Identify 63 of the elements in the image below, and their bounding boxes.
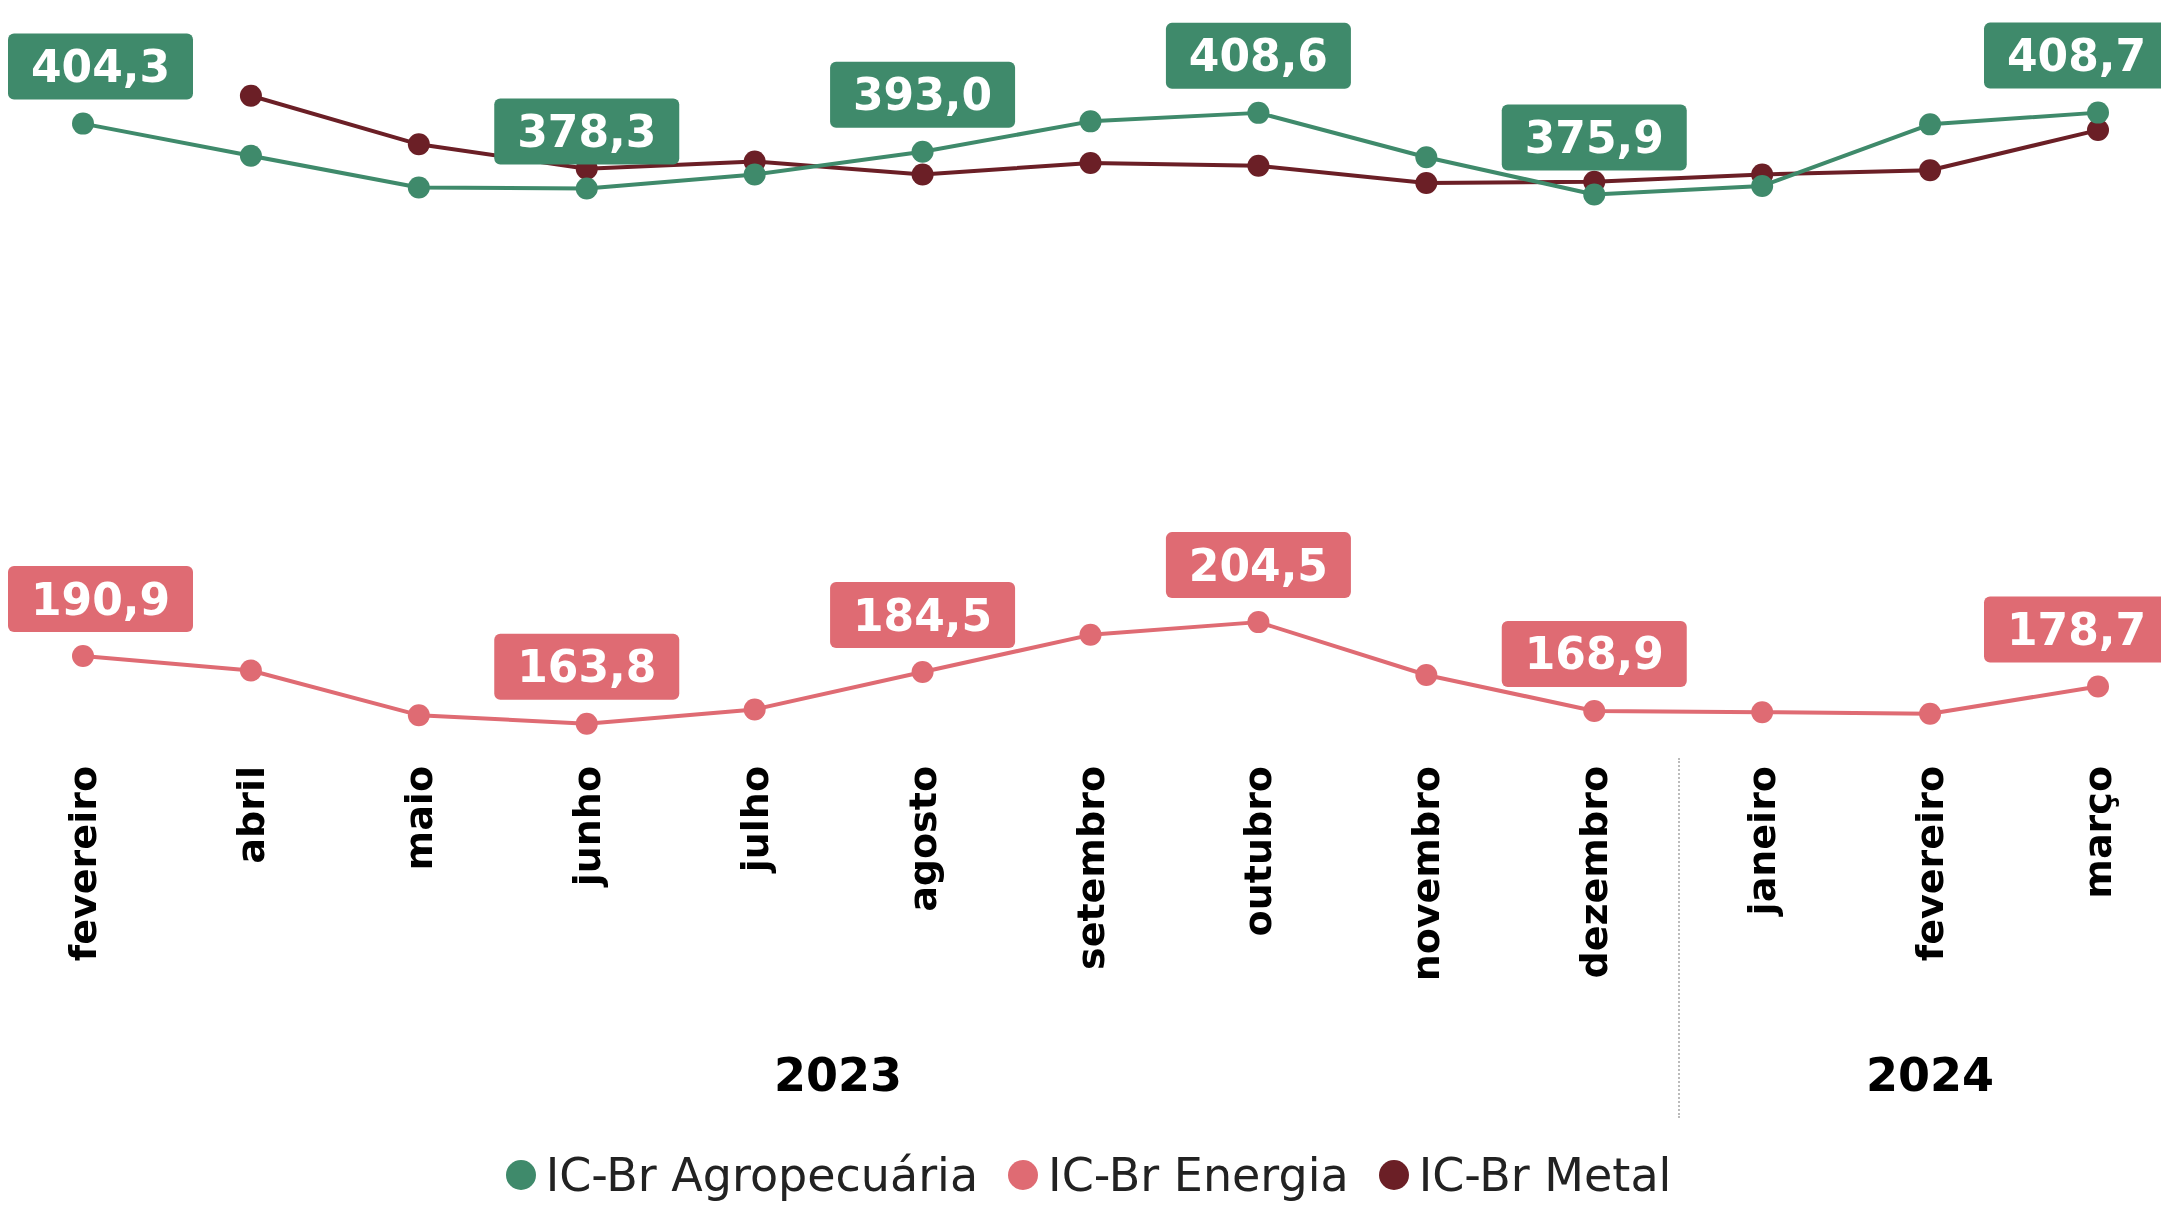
point [1415, 171, 1438, 194]
x-tick-label: dezembro [1572, 766, 1617, 979]
x-tick-label: janeiro [1740, 766, 1785, 918]
text: 2023 [773, 1048, 903, 1102]
legend-label: IC-Br Energia [1048, 1148, 1349, 1202]
point [1247, 611, 1270, 634]
point [1919, 159, 1942, 182]
point [239, 659, 262, 682]
point [1079, 623, 1102, 646]
data-label: 408,7 [2006, 30, 2147, 82]
point [1079, 152, 1102, 175]
point [1583, 699, 1606, 722]
point [1919, 702, 1942, 725]
point [2087, 675, 2109, 698]
point [239, 144, 262, 167]
point [72, 112, 94, 135]
data-label: 190,9 [30, 573, 171, 625]
point [1415, 146, 1438, 169]
point [743, 163, 766, 186]
data-label: 375,9 [1524, 111, 1664, 163]
x-tick-label: agosto [900, 766, 945, 912]
point [2087, 101, 2109, 124]
x-tick-label: maio [396, 766, 441, 871]
data-label: 408,6 [1188, 30, 1329, 82]
x-tick-label: fevereiro [61, 766, 105, 962]
point [743, 698, 766, 721]
point [1583, 183, 1606, 206]
data-label: 378,3 [517, 105, 657, 157]
point [1919, 113, 1942, 136]
x-tick-label: julho [732, 766, 777, 875]
point [1751, 701, 1774, 724]
x-tick-label: junho [564, 766, 609, 889]
point [1079, 110, 1102, 133]
point [1415, 664, 1438, 687]
data-label: 178,7 [2006, 603, 2147, 655]
x-tick-label: fevereiro [1908, 766, 1953, 962]
point [1247, 101, 1270, 124]
point [1247, 154, 1270, 177]
data-label: 184,5 [852, 589, 993, 641]
point [575, 712, 598, 735]
point [911, 163, 934, 186]
data-label: 168,9 [1524, 628, 1664, 680]
point [407, 133, 430, 156]
point [911, 661, 934, 684]
point [72, 645, 94, 668]
data-label: 404,3 [30, 41, 171, 93]
point [239, 84, 262, 107]
x-tick-label: novembro [1404, 766, 1449, 982]
data-label: 163,8 [517, 641, 657, 693]
x-tick-label: setembro [1068, 766, 1113, 970]
point [575, 177, 598, 200]
point [407, 704, 430, 727]
x-tick-label: abril [228, 766, 273, 864]
legend-label: IC-Br Agropecuária [545, 1148, 979, 1202]
x-tick-label: março [2076, 766, 2120, 899]
data-label: 204,5 [1188, 539, 1329, 591]
text: 2024 [1865, 1048, 1995, 1102]
data-label: 393,0 [852, 69, 993, 121]
point [407, 176, 430, 199]
x-tick-label: outubro [1236, 766, 1281, 937]
point [911, 140, 934, 163]
legend-label: IC-Br Metal [1418, 1148, 1672, 1202]
point [1751, 174, 1774, 197]
